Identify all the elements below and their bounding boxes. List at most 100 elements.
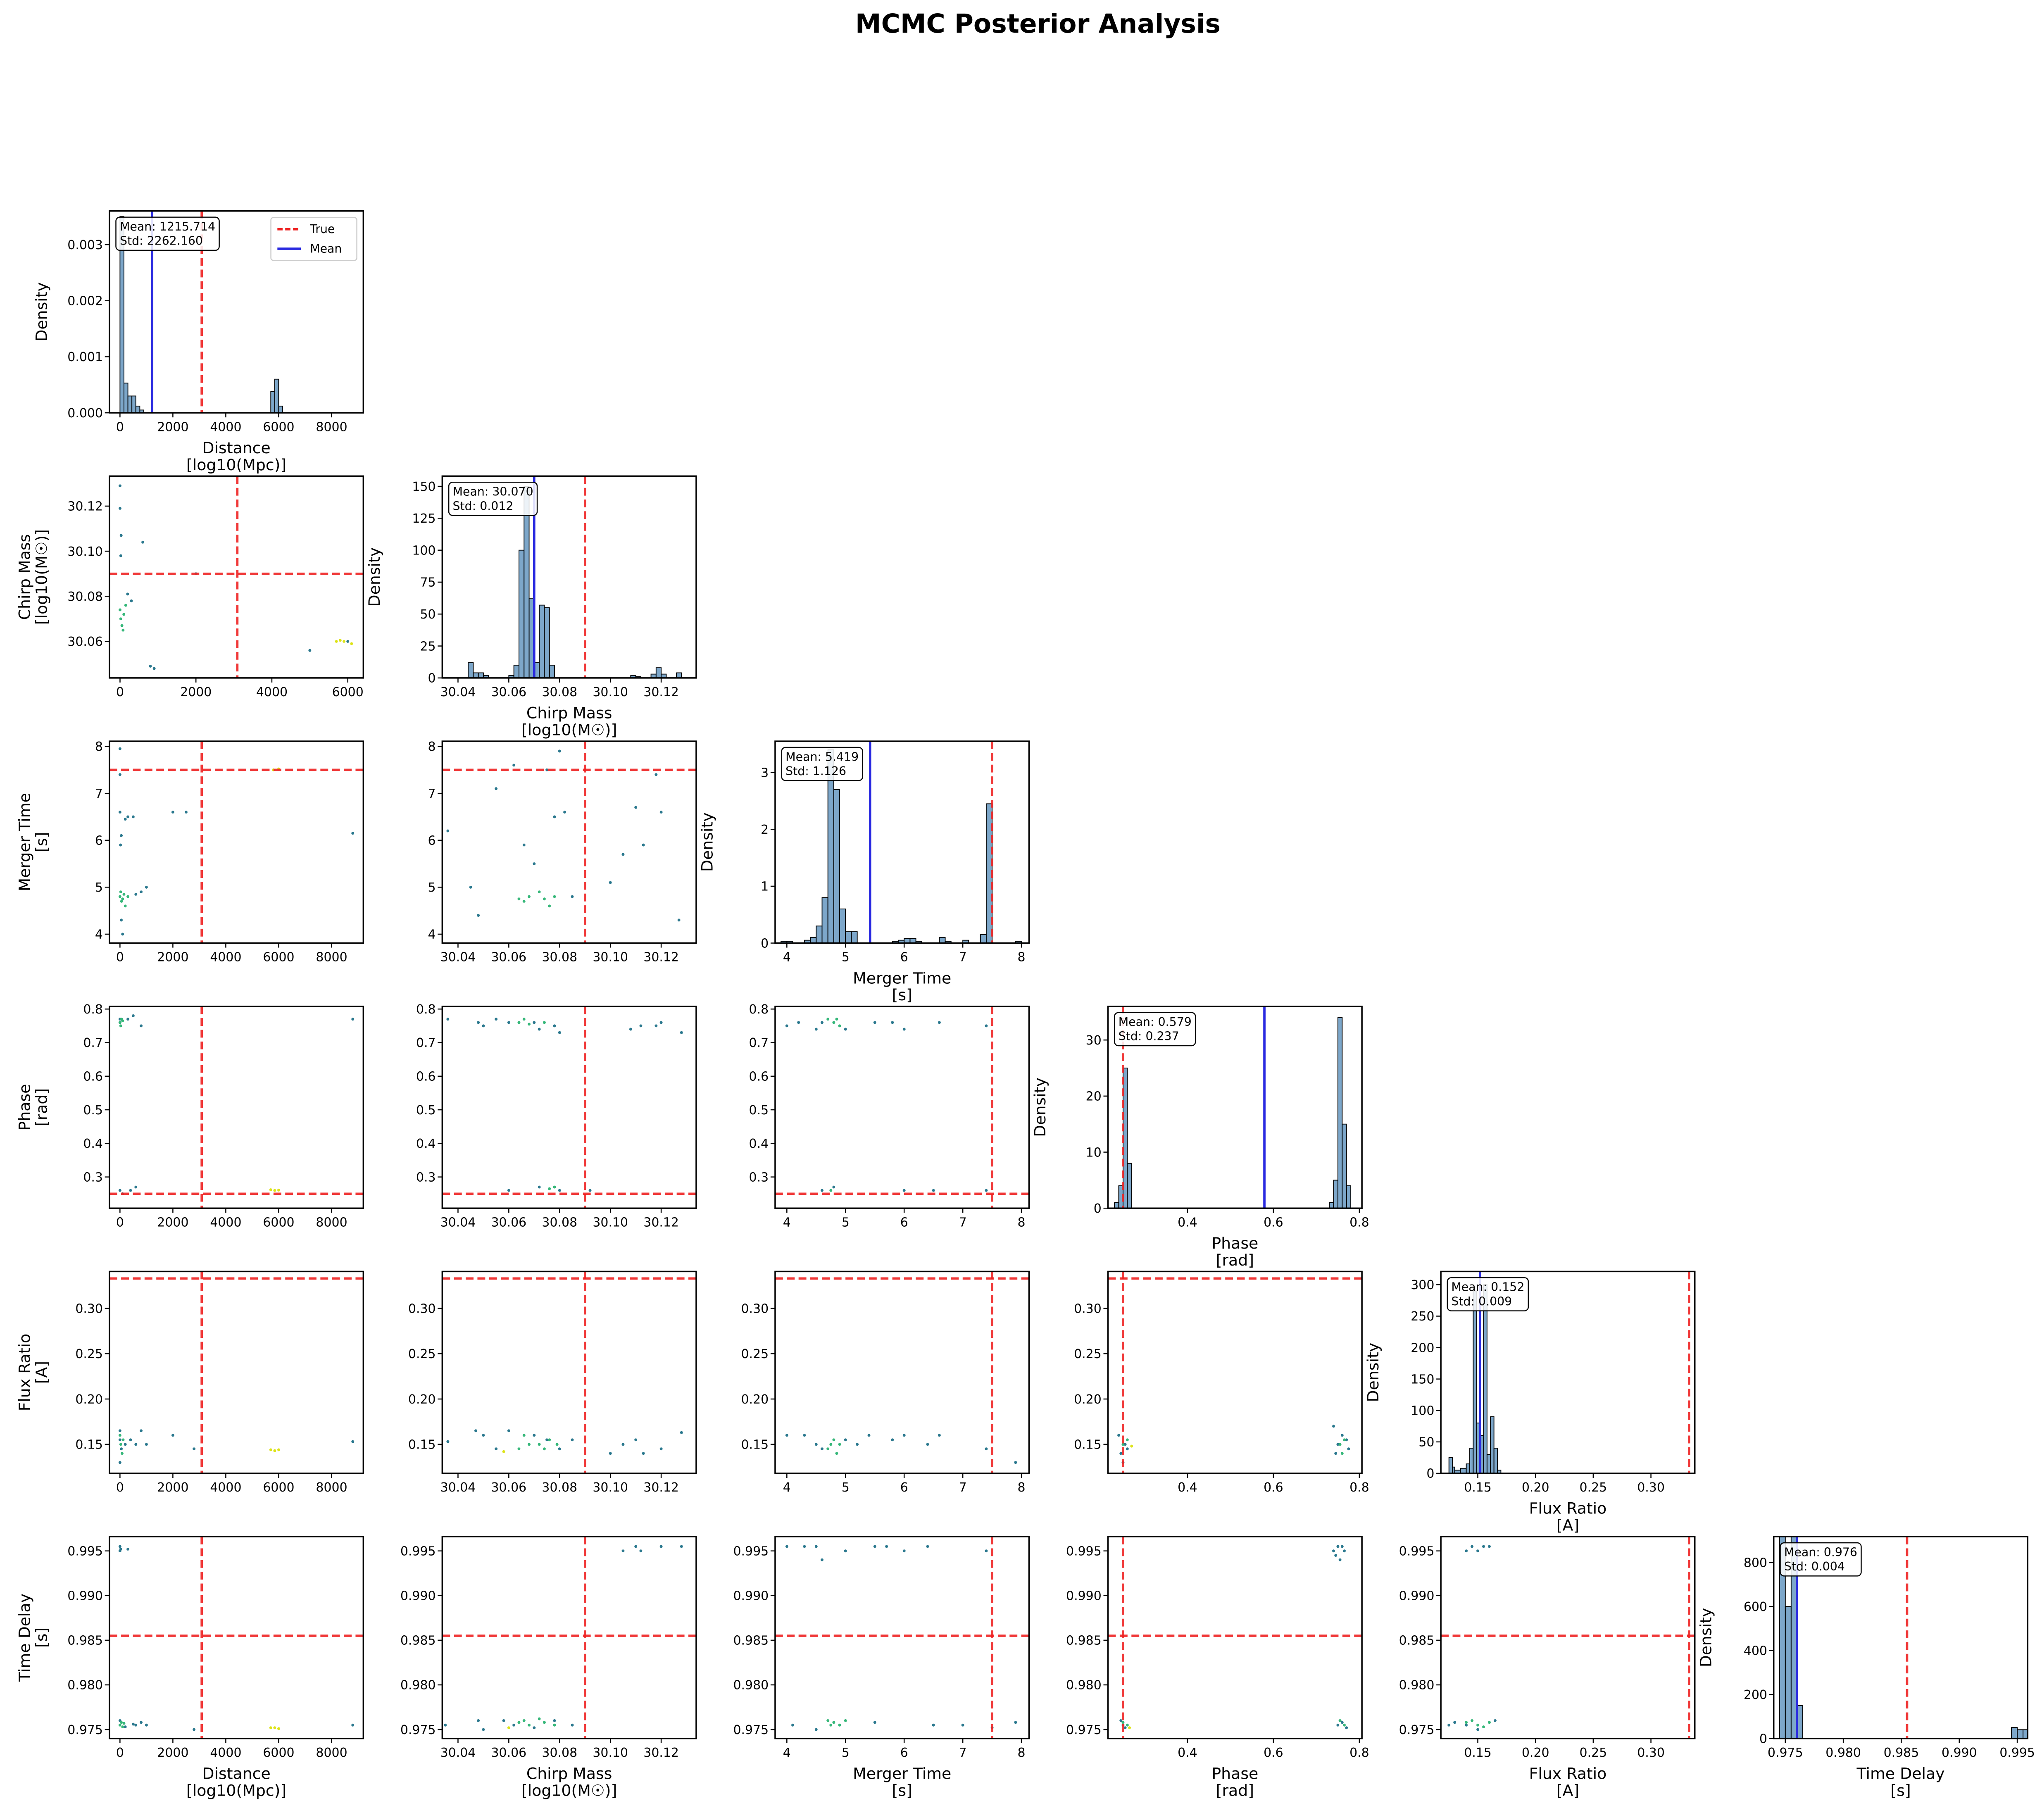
y-tick-label: 0.995: [1399, 1544, 1435, 1558]
scatter-point: [558, 1189, 561, 1192]
panel: 0 2000 4000 6000 8000 0.15 0.20 0.25 0.30 Flux Ra…: [15, 1270, 364, 1495]
scatter-point: [902, 1549, 906, 1553]
x-tick-label: 5: [842, 1746, 850, 1760]
scatter-point: [1332, 1549, 1335, 1553]
scatter-point: [517, 897, 521, 901]
y-axis-label: Density: [698, 812, 716, 872]
y-tick-label: 0.985: [1066, 1634, 1102, 1648]
x-tick-label: 7: [959, 1480, 967, 1495]
x-tick-label: 4000: [210, 1215, 241, 1230]
scatter-point: [507, 1429, 510, 1432]
y-tick-label: 0.25: [741, 1347, 769, 1361]
scatter-point: [118, 1545, 121, 1548]
x-tick-label: 5: [842, 1480, 850, 1495]
scatter-point: [1471, 1719, 1474, 1722]
x-tick-label: 30.08: [542, 950, 577, 965]
scatter-point: [124, 604, 127, 607]
x-tick-label: 30.08: [542, 1746, 577, 1760]
x-tick-label: 30.06: [491, 1746, 527, 1760]
scatter-point: [829, 1443, 833, 1446]
scatter-point: [118, 1021, 121, 1024]
panel-frame: [1107, 1005, 1363, 1209]
scatter-point: [844, 1549, 847, 1553]
scatter-point: [1476, 1723, 1479, 1727]
x-tick-label: 8000: [316, 1746, 347, 1760]
x-tick-label: 0.20: [1522, 1746, 1549, 1760]
y-tick-label: 0.5: [83, 1103, 103, 1118]
y-tick-label: 0.25: [75, 1347, 103, 1361]
scatter-point: [1447, 1723, 1451, 1727]
scatter-point: [926, 1545, 929, 1548]
x-tick-label: 0.6: [1264, 1215, 1283, 1230]
x-tick-label: 5: [842, 1215, 850, 1230]
x-tick-label: 0.25: [1580, 1480, 1607, 1495]
scatter-point: [558, 1031, 561, 1034]
scatter-point: [517, 1721, 521, 1724]
scatter-point: [533, 1434, 536, 1437]
x-tick-label: 30.12: [643, 1746, 679, 1760]
scatter-point: [985, 1189, 988, 1192]
scatter-point: [140, 1721, 143, 1724]
x-axis-label: [log10(Mpc)]: [186, 456, 286, 474]
y-tick-label: 0.8: [83, 1002, 103, 1017]
scatter-point: [446, 1440, 450, 1443]
x-tick-label: 0.30: [1637, 1480, 1665, 1495]
x-tick-label: 2000: [157, 950, 188, 965]
x-axis-label: [s]: [892, 986, 912, 1004]
x-axis-label: Phase: [1211, 1764, 1258, 1782]
scatter-point: [134, 1443, 138, 1446]
y-tick-label: 150: [1411, 1372, 1434, 1387]
x-tick-label: 2000: [157, 1215, 188, 1230]
scatter-point: [528, 1023, 531, 1026]
scatter-point: [985, 1024, 988, 1028]
scatter-point: [134, 892, 138, 896]
scatter-point: [120, 918, 123, 922]
panel-background: [1108, 1271, 1362, 1473]
panel: 0.15 0.20 0.25 0.30 0.975 0.980 0.985 0.990 0.99…: [1399, 1536, 1696, 1799]
y-tick-label: 0.995: [67, 1544, 103, 1558]
panel: 0 2000 4000 6000 8000 4 5 6 7 8 Merger Time[s]: [15, 740, 364, 965]
panel-background: [1108, 1537, 1362, 1739]
y-tick-label: 0.990: [1066, 1589, 1102, 1604]
y-tick-label: 0.7: [416, 1036, 436, 1050]
y-tick-label: 0.985: [733, 1634, 769, 1648]
scatter-point: [126, 895, 130, 898]
y-tick-label: 30.10: [67, 545, 103, 559]
scatter-point: [785, 1434, 788, 1437]
x-tick-label: 5: [842, 950, 850, 965]
hist-bar: [851, 931, 858, 943]
scatter-point: [495, 1018, 498, 1021]
scatter-point: [985, 1549, 988, 1553]
panel: 4 5 6 7 8 0.3 0.4 0.5 0.6 0.7 0.8: [749, 1002, 1030, 1230]
scatter-point: [639, 1549, 643, 1553]
scatter-point: [829, 1189, 833, 1192]
scatter-point: [507, 1021, 510, 1024]
x-tick-label: 0.975: [1768, 1746, 1803, 1760]
scatter-point: [469, 885, 472, 889]
x-tick-label: 4: [783, 1480, 791, 1495]
plot-area: [775, 1006, 1029, 1209]
scatter-point: [121, 628, 125, 632]
y-tick-label: 150: [412, 480, 436, 494]
hist-bar: [127, 395, 133, 413]
scatter-point: [826, 1447, 830, 1451]
y-axis-label: [s]: [32, 1627, 50, 1648]
y-tick-label: 0.30: [408, 1301, 436, 1316]
scatter-point: [444, 1723, 447, 1727]
scatter-point: [1123, 1443, 1127, 1446]
scatter-point: [171, 811, 174, 814]
legend-label: True: [309, 222, 335, 236]
stats-text: Std: 0.012: [453, 499, 514, 513]
scatter-point: [119, 507, 121, 510]
y-axis-label: [s]: [32, 832, 50, 852]
y-tick-label: 250: [1411, 1309, 1434, 1324]
scatter-point: [118, 811, 121, 814]
x-tick-label: 30.04: [440, 1215, 476, 1230]
panel-frame: [441, 1005, 697, 1209]
x-axis-label: Merger Time: [853, 1764, 951, 1782]
x-axis-label: Chirp Mass: [526, 704, 612, 722]
scatter-point: [119, 484, 121, 488]
scatter-point: [835, 1018, 838, 1021]
scatter-point: [961, 1723, 964, 1727]
